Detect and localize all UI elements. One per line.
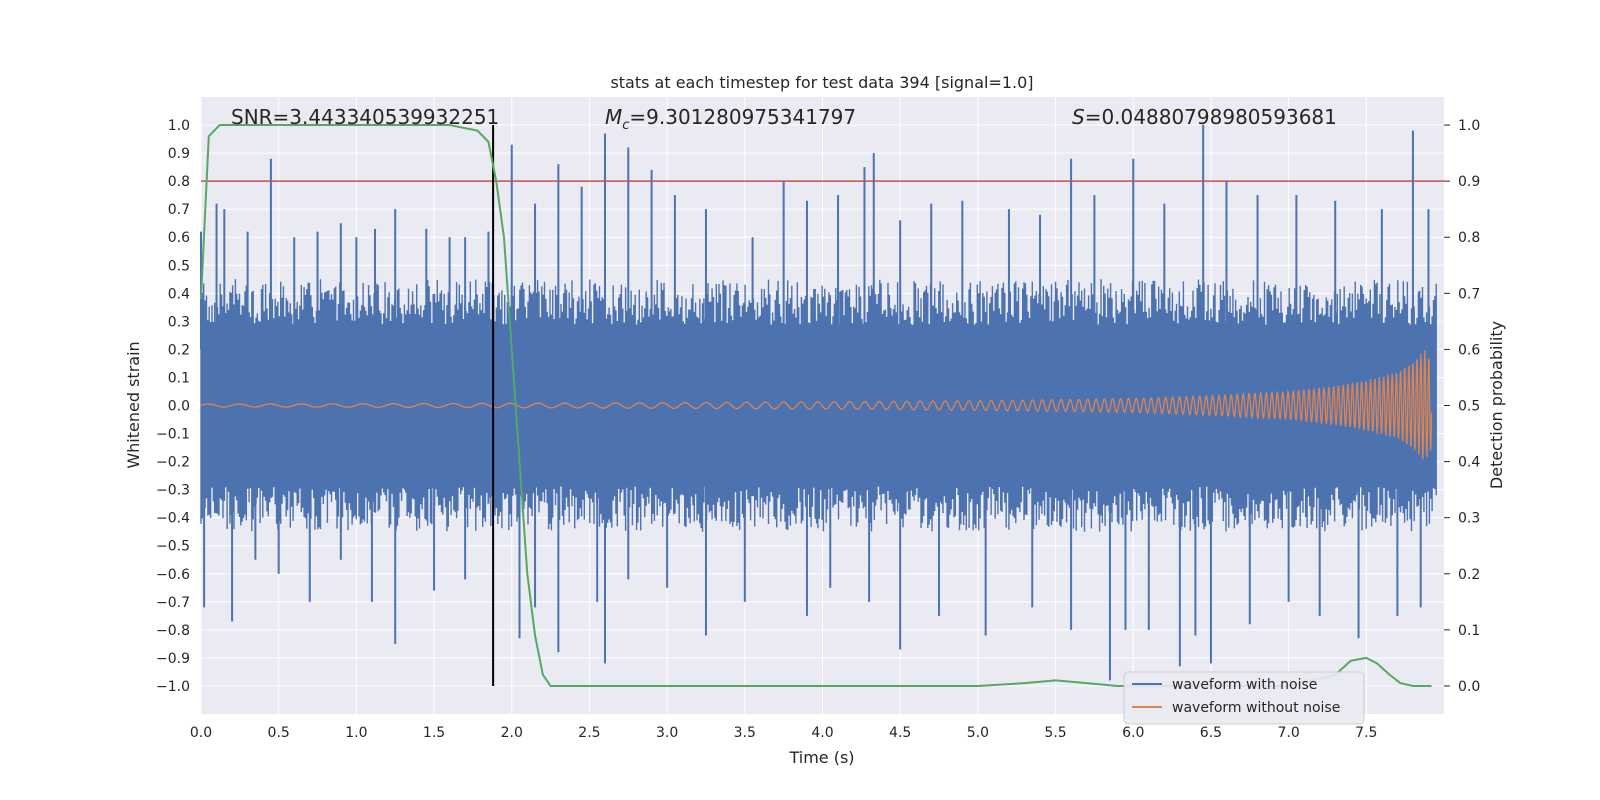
chirp-mass-subscript: c xyxy=(622,118,629,133)
x-tick-label: 0.0 xyxy=(190,725,212,741)
y-tick-label: 0.6 xyxy=(168,230,190,246)
s-symbol: S xyxy=(1072,105,1085,129)
snr-annotation: SNR=3.443340539932251 xyxy=(231,105,499,129)
x-tick-label: 2.0 xyxy=(501,725,523,741)
x-tick-label: 0.5 xyxy=(268,725,290,741)
s-annotation: S=0.04880798980593681 xyxy=(1072,105,1337,129)
x-tick-label: 5.5 xyxy=(1044,725,1066,741)
x-tick-label: 2.5 xyxy=(578,725,600,741)
x-tick-label: 4.5 xyxy=(889,725,911,741)
y-axis-right-label: Detection probability xyxy=(1487,321,1506,489)
y-tick-label: −0.5 xyxy=(156,539,190,555)
x-tick-label: 7.0 xyxy=(1277,725,1299,741)
clean-waveform-line xyxy=(200,350,1433,460)
y-tick-label: 0.4 xyxy=(168,286,190,302)
y-tick-label: −0.1 xyxy=(156,427,190,443)
y-right-tick-label: 0.9 xyxy=(1458,174,1480,190)
y-tick-label: −0.3 xyxy=(156,483,190,499)
y-axis-label: Whitened strain xyxy=(124,341,143,468)
y-right-tick-label: 0.2 xyxy=(1458,567,1480,583)
y-tick-label: −0.6 xyxy=(156,567,190,583)
chart-title: stats at each timestep for test data 394… xyxy=(610,73,1033,92)
x-tick-label: 3.0 xyxy=(656,725,678,741)
y-tick-label: 0.3 xyxy=(168,314,190,330)
x-tick-label: 4.0 xyxy=(811,725,833,741)
s-value: =0.04880798980593681 xyxy=(1085,105,1337,129)
legend-label-clean: waveform without noise xyxy=(1172,700,1340,716)
legend-box xyxy=(1123,671,1365,725)
y-right-tick-label: 0.5 xyxy=(1458,399,1480,415)
x-tick-label: 1.0 xyxy=(345,725,367,741)
y-right-tick-label: 0.6 xyxy=(1458,342,1480,358)
waveform-without-noise-series xyxy=(200,350,1433,460)
y-tick-label: 0.8 xyxy=(168,174,190,190)
x-tick-label: 7.5 xyxy=(1355,725,1377,741)
chirp-mass-symbol: M xyxy=(605,105,622,129)
x-tick-label: 5.0 xyxy=(967,725,989,741)
y-right-tick-label: 0.4 xyxy=(1458,455,1480,471)
legend: waveform with noise waveform without noi… xyxy=(1123,671,1365,725)
chirp-mass-annotation: Mc=9.301280975341797 xyxy=(605,105,856,133)
y-tick-label: 0.0 xyxy=(168,399,190,415)
axis-ticks: 0.0 0.5 1.0 1.5 2.0 2.5 3.0 3.5 4.0 4.5 5.0 5.5 6.0 6… xyxy=(156,118,1480,741)
y-tick-label: −0.2 xyxy=(156,455,190,471)
y-tick-label: −0.9 xyxy=(156,651,190,667)
y-right-tick-label: 0.7 xyxy=(1458,286,1480,302)
y-right-tick-label: 1.0 xyxy=(1458,118,1480,134)
y-tick-label: 0.1 xyxy=(168,370,190,386)
overlay-lines xyxy=(201,125,1444,686)
y-tick-label: −1.0 xyxy=(156,679,190,695)
y-tick-label: −0.8 xyxy=(156,623,190,639)
y-tick-label: −0.4 xyxy=(156,511,190,527)
y-tick-label: 0.2 xyxy=(168,342,190,358)
x-axis-label: Time (s) xyxy=(788,748,854,767)
y-tick-label: −0.7 xyxy=(156,595,190,611)
y-tick-label: 0.9 xyxy=(168,146,190,162)
y-right-tick-label: 0.8 xyxy=(1458,230,1480,246)
x-tick-label: 6.5 xyxy=(1200,725,1222,741)
y-right-tick-label: 0.1 xyxy=(1458,623,1480,639)
y-tick-label: 0.7 xyxy=(168,202,190,218)
y-tick-label: 0.5 xyxy=(168,258,190,274)
detection-probability-line xyxy=(200,124,1432,687)
y-tick-label: 1.0 xyxy=(168,118,190,134)
legend-label-noise: waveform with noise xyxy=(1172,677,1317,693)
chirp-mass-value: =9.301280975341797 xyxy=(629,105,856,129)
detection-probability-series xyxy=(200,124,1432,687)
waveform-with-noise-series xyxy=(200,125,1437,681)
x-tick-label: 3.5 xyxy=(734,725,756,741)
x-tick-label: 6.0 xyxy=(1122,725,1144,741)
y-right-tick-label: 0.3 xyxy=(1458,511,1480,527)
x-tick-label: 1.5 xyxy=(423,725,445,741)
y-right-tick-label: 0.0 xyxy=(1458,679,1480,695)
